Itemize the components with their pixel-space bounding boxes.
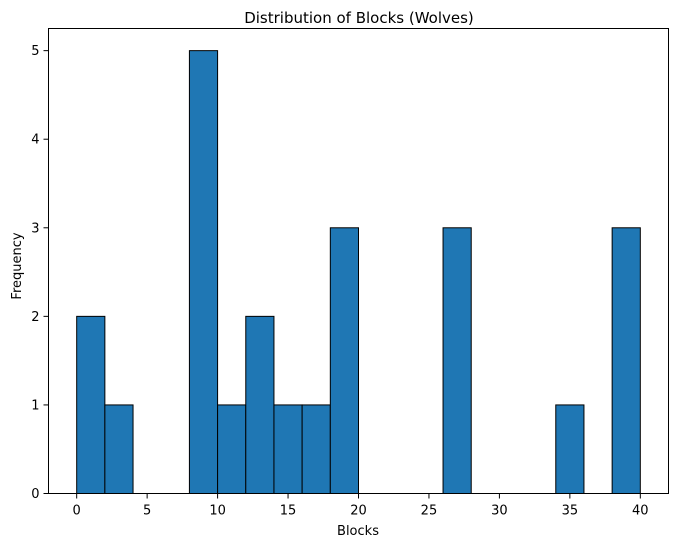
y-axis-ticks: 0 1 2 3 4 5 <box>31 44 49 502</box>
histogram-bar <box>301 404 331 494</box>
histogram-bar <box>188 50 219 495</box>
y-tick-label: 1 <box>31 398 39 413</box>
y-tick-label: 3 <box>31 221 39 236</box>
y-axis-label: Frequency <box>10 232 25 299</box>
histogram-bar <box>217 404 247 494</box>
bars-group <box>76 50 641 495</box>
x-tick-label: 5 <box>143 504 151 519</box>
y-tick-label: 0 <box>31 487 39 502</box>
x-axis-label: Blocks <box>337 524 379 539</box>
x-tick-label: 25 <box>421 504 438 519</box>
histogram-bar <box>329 227 359 495</box>
histogram-bar <box>273 404 303 494</box>
histogram-bar <box>555 404 585 494</box>
histogram-bar <box>104 404 134 494</box>
x-tick-label: 15 <box>280 504 297 519</box>
x-axis-ticks: 0 5 10 15 20 25 30 35 40 <box>73 493 649 519</box>
x-tick-label: 35 <box>562 504 579 519</box>
x-tick-label: 10 <box>209 504 226 519</box>
x-tick-label: 40 <box>632 504 649 519</box>
x-tick-label: 20 <box>350 504 367 519</box>
x-tick-label: 0 <box>73 504 81 519</box>
histogram-bar <box>611 227 641 495</box>
chart-title: Distribution of Blocks (Wolves) <box>244 9 474 27</box>
x-tick-label: 30 <box>491 504 508 519</box>
y-tick-label: 2 <box>31 310 39 325</box>
histogram-bar <box>442 227 472 495</box>
histogram-bar <box>76 315 106 494</box>
y-tick-label: 5 <box>31 44 39 59</box>
histogram-bar <box>245 315 275 494</box>
y-tick-label: 4 <box>31 133 39 148</box>
